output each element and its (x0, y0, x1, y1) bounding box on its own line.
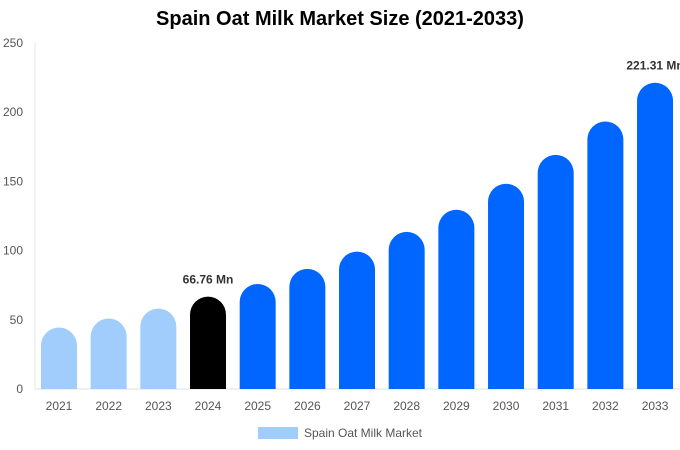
x-tick-label: 2027 (344, 399, 371, 413)
x-tick-label: 2025 (244, 399, 271, 413)
bar-2032 (587, 121, 624, 390)
data-label-2024: 66.76 Mn (183, 273, 234, 287)
x-tick-label: 2030 (493, 399, 520, 413)
bar-2033 (637, 82, 674, 389)
y-tick-label: 200 (3, 105, 23, 119)
x-tick-label: 2021 (46, 399, 73, 413)
bar-2030 (488, 183, 525, 389)
x-tick-label: 2024 (195, 399, 222, 413)
bar-2023 (140, 308, 177, 389)
x-tick-label: 2026 (294, 399, 321, 413)
y-tick-label: 0 (16, 382, 23, 396)
bar-2031 (537, 154, 574, 389)
bar-2026 (289, 268, 326, 389)
y-tick-label: 250 (3, 36, 23, 50)
bar-2029 (438, 209, 475, 389)
legend: Spain Oat Milk Market (0, 426, 680, 440)
y-tick-label: 50 (10, 313, 24, 327)
y-tick-label: 150 (3, 174, 23, 188)
bar-2025 (239, 283, 276, 389)
x-tick-label: 2023 (145, 399, 172, 413)
bar-2028 (388, 231, 425, 389)
bar-2024 (190, 296, 227, 389)
bar-2027 (339, 251, 376, 389)
x-tick-label: 2028 (393, 399, 420, 413)
bar-2021 (41, 327, 77, 389)
legend-swatch (257, 427, 298, 439)
chart-title: Spain Oat Milk Market Size (2021-2033) (156, 8, 524, 30)
x-tick-label: 2029 (443, 399, 470, 413)
legend-label: Spain Oat Milk Market (303, 426, 423, 440)
bar-2022 (90, 318, 127, 389)
y-tick-label: 100 (3, 244, 23, 258)
x-tick-label: 2022 (95, 399, 122, 413)
data-label-2033: 221.31 Mn (626, 59, 680, 73)
x-tick-label: 2033 (642, 399, 669, 413)
x-tick-label: 2031 (542, 399, 569, 413)
x-tick-label: 2032 (592, 399, 619, 413)
